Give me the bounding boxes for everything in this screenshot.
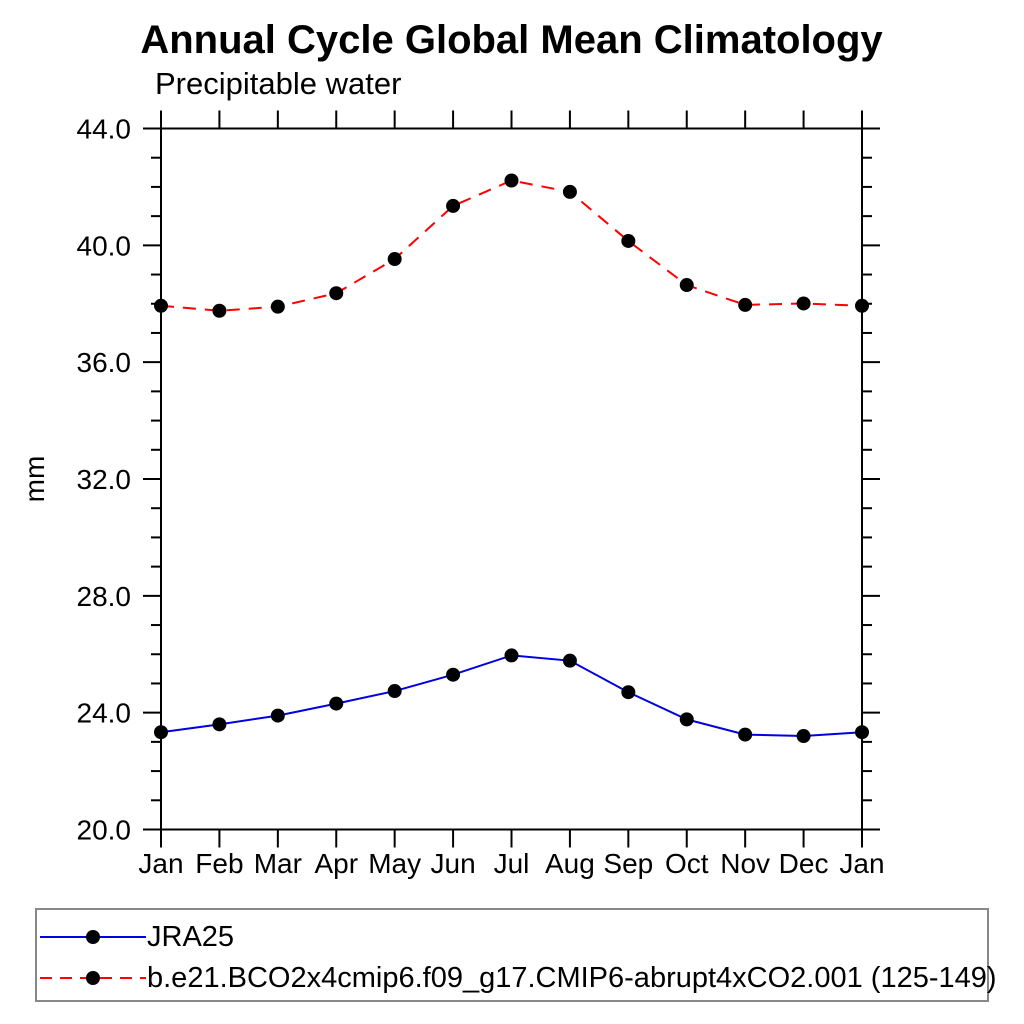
- data-point-marker: [562, 653, 577, 668]
- x-tick-label: Jul: [494, 848, 530, 879]
- data-point-marker: [621, 233, 636, 248]
- data-point-marker: [446, 667, 461, 682]
- data-point-marker: [855, 298, 869, 313]
- chart-subtitle: Precipitable water: [155, 66, 402, 101]
- data-point-marker: [446, 198, 461, 213]
- data-point-marker: [154, 298, 168, 313]
- data-point-marker: [679, 278, 694, 293]
- series-jra25: [154, 648, 869, 744]
- x-tick-label: Jan: [839, 848, 884, 879]
- data-point-marker: [855, 725, 869, 740]
- y-tick-label: 40.0: [77, 230, 132, 261]
- axis-labels: 20.0 24.0 28.0 32.0 36.0 40.0 44.0 Jan Feb Mar Apr…: [19, 114, 885, 880]
- data-point-marker: [504, 173, 519, 188]
- y-tick-label: 20.0: [77, 815, 132, 846]
- x-tick-label: Feb: [195, 848, 243, 879]
- data-point-marker: [387, 252, 402, 267]
- data-point-marker: [270, 299, 285, 314]
- legend-line-sample-solid-icon: [40, 930, 146, 944]
- legend-item-jra25: JRA25: [40, 920, 235, 953]
- x-tick-label: Aug: [545, 848, 595, 879]
- data-point-marker: [562, 184, 577, 199]
- legend-box: JRA25 b.e21.BCO2x4cmip6.f09_g17.CMIP6-ab…: [35, 908, 997, 1002]
- x-tick-label: Sep: [603, 848, 653, 879]
- data-point-marker: [621, 685, 636, 700]
- x-tick-label: Dec: [779, 848, 829, 879]
- legend-line-sample-dashed-icon: [40, 971, 146, 985]
- y-tick-label: 24.0: [77, 698, 132, 729]
- axis-frame: [143, 110, 880, 848]
- x-tick-label: Jun: [431, 848, 476, 879]
- data-point-marker: [329, 696, 344, 711]
- data-point-marker: [504, 648, 519, 663]
- x-tick-label: May: [368, 848, 421, 879]
- series-model-run: [154, 173, 869, 318]
- x-tick-label: Mar: [254, 848, 302, 879]
- data-point-marker: [796, 296, 811, 311]
- data-point-marker: [796, 729, 811, 744]
- chart-title: Annual Cycle Global Mean Climatology: [140, 18, 883, 62]
- y-tick-label: 28.0: [77, 581, 132, 612]
- data-point-marker: [212, 303, 227, 318]
- y-tick-label: 36.0: [77, 347, 132, 378]
- legend-label-model-run: b.e21.BCO2x4cmip6.f09_g17.CMIP6-abrupt4x…: [147, 961, 997, 994]
- x-tick-label: Jan: [138, 848, 183, 879]
- data-point-marker: [679, 712, 694, 727]
- legend-label-jra25: JRA25: [147, 920, 235, 953]
- data-point-marker: [387, 684, 402, 699]
- data-point-marker: [270, 708, 285, 723]
- data-point-marker: [738, 297, 753, 312]
- data-point-marker: [212, 717, 227, 732]
- y-tick-label: 44.0: [77, 114, 132, 145]
- data-point-marker: [329, 286, 344, 301]
- y-tick-label: 32.0: [77, 464, 132, 495]
- data-point-marker: [738, 727, 753, 742]
- x-tick-label: Oct: [665, 848, 709, 879]
- y-axis-label: mm: [19, 456, 50, 503]
- data-point-marker: [154, 725, 168, 740]
- legend-item-model-run: b.e21.BCO2x4cmip6.f09_g17.CMIP6-abrupt4x…: [40, 961, 997, 994]
- x-tick-label: Nov: [720, 848, 770, 879]
- x-tick-label: Apr: [314, 848, 358, 879]
